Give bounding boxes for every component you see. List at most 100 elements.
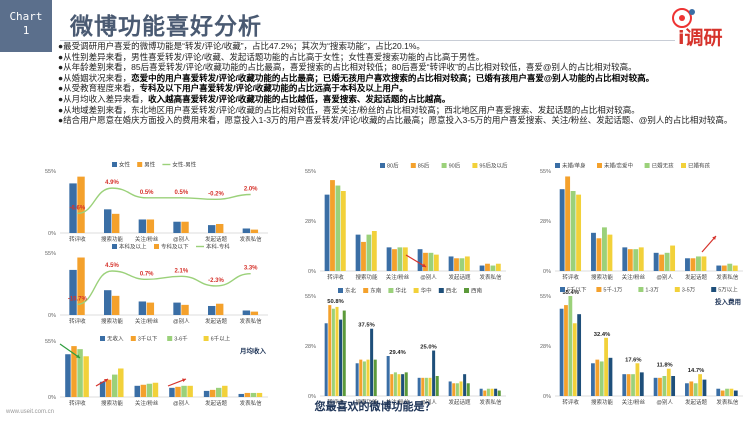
diff-label: 0.5% xyxy=(140,190,154,196)
bar-marital-3-0 xyxy=(576,194,582,271)
bar-gender-1-2 xyxy=(146,219,155,233)
chart-region: 0%28%55%转评收 搜索功能 关注/粉丝 @别人 发起话题 发表私信50.8%37.5… xyxy=(305,287,506,406)
legend-label: 本科-专科 xyxy=(206,243,230,251)
bar-marital-0-2 xyxy=(622,247,628,271)
bar-income-3-2 xyxy=(152,382,159,397)
insight-lead: ●从地域差别来看，东北地区用户喜爱转发/评论/收藏的占比相对较低，喜爱关注/粉丝… xyxy=(58,104,640,115)
value-annotation: 32.4% xyxy=(594,332,610,338)
x-tick-label: 转评收 xyxy=(327,273,344,281)
legend-label: 已婚有孩 xyxy=(688,162,711,170)
diff-label: 2.0% xyxy=(244,187,258,193)
trend-arrow xyxy=(167,378,187,387)
bar-marital-1-2 xyxy=(627,249,633,271)
bar-wedding_budget-2-4 xyxy=(693,383,698,396)
diff-label: -10.7% xyxy=(68,296,88,302)
bar-region-5-5 xyxy=(497,390,501,396)
x-tick-label: @别人 xyxy=(173,235,190,243)
legend-swatch xyxy=(555,163,560,168)
bar-age-0-0 xyxy=(324,194,330,271)
bar-region-4-5 xyxy=(494,388,498,396)
y-tick-label: 55% xyxy=(305,294,316,300)
bar-income-3-3 xyxy=(187,385,193,397)
legend-title: 月均收入 xyxy=(239,346,267,355)
bar-gender-1-0 xyxy=(77,176,85,233)
x-tick-label: 搜索功能 xyxy=(355,273,378,281)
x-tick-label: 搜索功能 xyxy=(101,235,124,243)
x-tick-label: 关注/粉丝 xyxy=(622,273,646,281)
trend-arrowhead xyxy=(422,263,426,267)
bar-education-1-2 xyxy=(146,302,155,315)
legend-label: 东北 xyxy=(345,287,357,295)
bar-income-2-2 xyxy=(146,383,153,397)
legend-label: 未婚/单身 xyxy=(562,162,586,170)
trend-arrow xyxy=(95,378,109,387)
x-tick-label: 发表私信 xyxy=(716,273,739,281)
legend-swatch xyxy=(137,162,143,167)
bar-wedding_budget-2-1 xyxy=(599,361,604,396)
x-tick-label: 发表私信 xyxy=(240,235,263,243)
legend-swatch xyxy=(638,287,644,292)
diff-line-gender xyxy=(77,187,251,215)
legend-label: 女性 xyxy=(119,161,131,169)
legend-swatch xyxy=(681,163,686,168)
legend-label: 5千-1万 xyxy=(603,286,622,294)
bar-region-4-1 xyxy=(370,328,374,396)
trend-arrow xyxy=(405,254,427,268)
trend-arrowhead xyxy=(712,236,716,240)
diff-label: 4.9% xyxy=(105,180,119,186)
legend-swatch xyxy=(644,163,650,168)
bar-income-2-5 xyxy=(250,392,257,397)
legend-swatch xyxy=(130,336,136,341)
bar-region-1-4 xyxy=(452,383,456,396)
trend-arrowhead xyxy=(182,378,186,383)
bar-marital-1-0 xyxy=(565,176,571,271)
title-divider xyxy=(60,40,675,41)
bar-wedding_budget-3-1 xyxy=(604,337,608,396)
diff-label: -2.3% xyxy=(208,278,224,284)
bar-gender-1-4 xyxy=(216,223,224,233)
diff-label: 4.5% xyxy=(105,263,119,269)
bar-wedding_budget-1-2 xyxy=(626,374,631,396)
bar-region-5-0 xyxy=(342,310,346,396)
legend-swatch xyxy=(112,244,117,249)
insight-lead: ●结合用户愿意在婚庆方面投入的费用来看，愿意投入1-3万的用户喜爱转发/评论/收… xyxy=(58,115,733,126)
legend-swatch xyxy=(596,287,602,292)
bar-marital-0-3 xyxy=(653,252,659,271)
trend-arrow xyxy=(59,343,81,359)
bar-income-2-0 xyxy=(77,349,83,397)
legend-swatch xyxy=(338,288,343,293)
legend-label: 西南 xyxy=(471,287,483,295)
y-tick-label: 55% xyxy=(45,169,56,175)
insight-item: ●从地域差别来看，东北地区用户喜爱转发/评论/收藏的占比相对较低，喜爱关注/粉丝… xyxy=(58,105,748,116)
bar-region-1-1 xyxy=(359,359,363,396)
bar-marital-3-3 xyxy=(670,245,676,271)
bar-wedding_budget-4-3 xyxy=(671,376,676,396)
value-annotation: 25.0% xyxy=(420,345,436,351)
legend-label: 专科及以下 xyxy=(161,243,189,251)
bar-income-3-5 xyxy=(256,392,263,397)
legend-label: 西北 xyxy=(446,287,458,295)
bar-income-0-2 xyxy=(134,385,140,397)
insight-lead: ●从受教育程度来看， xyxy=(58,83,140,94)
bar-region-2-4 xyxy=(455,383,459,396)
bar-age-2-1 xyxy=(366,234,372,271)
bar-wedding_budget-3-5 xyxy=(729,388,734,396)
bar-marital-2-4 xyxy=(696,256,701,271)
legend-label: 本科及以上 xyxy=(119,243,147,251)
bar-income-1-0 xyxy=(71,346,77,397)
value-annotation: 14.7% xyxy=(688,368,704,374)
value-annotation: 11.8% xyxy=(657,363,673,369)
bar-income-1-5 xyxy=(244,392,251,397)
insight-lead: ●从月均收入差异来看， xyxy=(58,93,149,104)
bar-wedding_budget-2-5 xyxy=(725,388,729,396)
insight-item: ●最受调研用户喜爱的微博功能是“转发/评论/收藏”，占比47.2%；其次为“搜索… xyxy=(58,41,748,52)
bar-wedding_budget-4-0 xyxy=(577,314,582,396)
insight-item: ●结合用户愿意在婚庆方面投入的费用来看，愿意投入1-3万的用户喜爱转发/评论/收… xyxy=(58,115,748,126)
bar-age-1-5 xyxy=(485,263,490,271)
legend-label: 6千以上 xyxy=(211,335,231,343)
legend-label: 3-5万 xyxy=(682,287,696,294)
bar-education-1-3 xyxy=(181,304,189,315)
bar-gender-0-0 xyxy=(69,183,77,233)
x-tick-label: 发表私信 xyxy=(240,317,263,325)
